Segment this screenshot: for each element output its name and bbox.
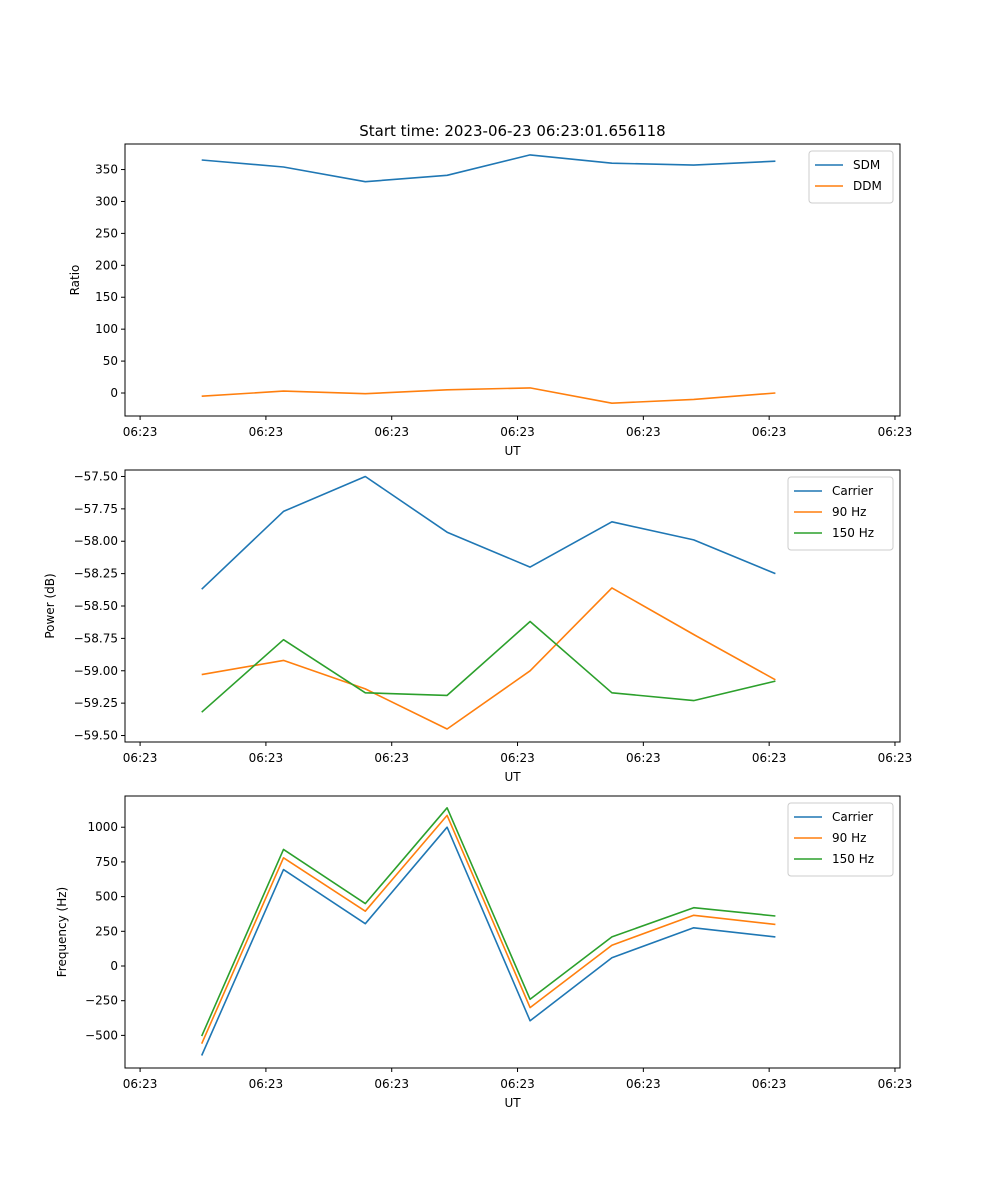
power-ytick-label: −57.75 (74, 502, 118, 516)
power-series-150-hz-line (201, 620, 776, 713)
frequency-series-90-hz-line (200, 814, 776, 1045)
ratio-legend-box (808, 150, 894, 204)
power-ytick-label: −58.25 (74, 567, 118, 581)
frequency-ytick-label: 0 (110, 959, 118, 973)
ratio-xtick-label: 06:23 (752, 425, 787, 439)
ratio-xtick-label: 06:23 (626, 425, 661, 439)
chart-frequency: −500 −250 0 250 500 750 1000 06:23 06:23 06:23 06:… (55, 795, 913, 1110)
frequency-axes-frame (124, 795, 901, 1069)
power-series-carrier-line (201, 475, 776, 590)
power-axes-frame (124, 469, 901, 743)
ratio-ytick-label: 300 (95, 194, 118, 208)
ratio-ytick-label: 100 (95, 322, 118, 336)
ratio-legend-label: DDM (853, 179, 882, 193)
figure-title: Start time: 2023-06-23 06:23:01.656118 (359, 122, 665, 140)
ratio-ytick-label: 50 (103, 354, 118, 368)
frequency-xtick-label: 06:23 (752, 1077, 787, 1091)
ratio-xtick-label: 06:23 (374, 425, 409, 439)
power-legend-label: 90 Hz (832, 505, 866, 519)
ratio-ylabel: Ratio (68, 265, 82, 296)
power-xtick-label: 06:23 (249, 751, 284, 765)
power-ytick-label: −58.50 (74, 599, 118, 613)
chart-ratio: 0 50 100 150 200 250 300 350 06:23 06:23 06:23 06:2… (68, 143, 913, 458)
frequency-legend-label: 150 Hz (832, 852, 874, 866)
frequency-ytick-label: 250 (95, 924, 118, 938)
frequency-legend: Carrier 90 Hz 150 Hz (787, 802, 894, 877)
ratio-xlabel: UT (504, 444, 521, 458)
ratio-ytick-label: 350 (95, 163, 118, 177)
ratio-ytick-label: 200 (95, 258, 118, 272)
power-ytick-label: −59.50 (74, 729, 118, 743)
frequency-ytick-label: −500 (85, 1028, 118, 1042)
frequency-ytick-label: 1000 (87, 820, 118, 834)
power-xlabel: UT (504, 770, 521, 784)
power-xtick-label: 06:23 (123, 751, 158, 765)
power-ytick-label: −58.00 (74, 534, 118, 548)
frequency-ytick-label: 500 (95, 890, 118, 904)
frequency-legend-label: Carrier (832, 810, 873, 824)
power-xtick-label: 06:23 (500, 751, 535, 765)
ratio-xtick-label: 06:23 (500, 425, 535, 439)
power-ytick-label: −59.00 (74, 664, 118, 678)
frequency-xlabel: UT (504, 1096, 521, 1110)
frequency-xtick-label: 06:23 (123, 1077, 158, 1091)
frequency-xtick-label: 06:23 (878, 1077, 913, 1091)
frequency-xtick-label: 06:23 (500, 1077, 535, 1091)
ratio-series-sdm-line (201, 154, 776, 183)
power-ylabel: Power (dB) (43, 573, 57, 638)
frequency-ytick-label: 750 (95, 855, 118, 869)
ratio-ytick-label: 150 (95, 290, 118, 304)
frequency-series-carrier-line (200, 826, 776, 1056)
ratio-xtick-label: 06:23 (878, 425, 913, 439)
ratio-ytick-label: 0 (110, 386, 118, 400)
power-xtick-label: 06:23 (374, 751, 409, 765)
chart-power: −57.50 −57.75 −58.00 −58.25 −58.50 −58.75 −59.… (43, 469, 913, 784)
power-xtick-label: 06:23 (626, 751, 661, 765)
frequency-series-150-hz-line (200, 806, 776, 1037)
power-ytick-label: −58.75 (74, 631, 118, 645)
frequency-ytick-label: −250 (85, 994, 118, 1008)
power-legend-label: Carrier (832, 484, 873, 498)
frequency-legend-box (787, 802, 894, 877)
power-ytick-label: −57.50 (74, 469, 118, 483)
power-legend-label: 150 Hz (832, 526, 874, 540)
ratio-xtick-label: 06:23 (123, 425, 158, 439)
power-xtick-label: 06:23 (878, 751, 913, 765)
power-series-90-hz-line (201, 587, 776, 730)
power-ytick-label: −59.25 (74, 696, 118, 710)
power-legend: Carrier 90 Hz 150 Hz (787, 476, 894, 551)
frequency-ylabel: Frequency (Hz) (55, 887, 69, 978)
frequency-xtick-label: 06:23 (626, 1077, 661, 1091)
ratio-series-ddm-line (201, 387, 776, 405)
ratio-xtick-label: 06:23 (249, 425, 284, 439)
ratio-legend: SDM DDM (808, 150, 894, 204)
ratio-ytick-label: 250 (95, 226, 118, 240)
ratio-axes-frame (124, 143, 901, 417)
frequency-legend-label: 90 Hz (832, 831, 866, 845)
frequency-xtick-label: 06:23 (249, 1077, 284, 1091)
power-xtick-label: 06:23 (752, 751, 787, 765)
ratio-legend-label: SDM (853, 158, 880, 172)
power-legend-box (787, 476, 894, 551)
frequency-xtick-label: 06:23 (374, 1077, 409, 1091)
